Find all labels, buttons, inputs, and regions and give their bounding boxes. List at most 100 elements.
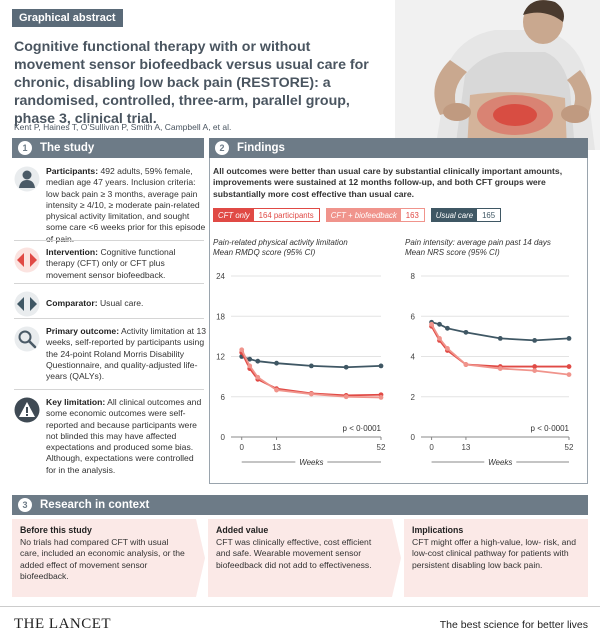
data-point xyxy=(437,335,442,341)
chart1-subtitle: Mean RMDQ score (95% CI) xyxy=(213,248,316,257)
before-this-study-box: Before this study No trials had compared… xyxy=(12,519,196,597)
x-tick-label: 52 xyxy=(565,443,574,452)
data-point xyxy=(429,321,434,327)
p-value-annotation: p < 0·0001 xyxy=(343,424,382,433)
study-section-header: 1 The study xyxy=(12,138,204,158)
series-line xyxy=(240,352,382,397)
legend-cft-only: CFT only 164 participants xyxy=(213,208,320,222)
outcome-text: Activity limitation at 13 weeks, self-re… xyxy=(46,326,207,382)
y-tick-label: 0 xyxy=(221,433,226,442)
data-point xyxy=(463,329,469,335)
y-tick-label: 0 xyxy=(411,433,416,442)
data-point xyxy=(343,364,349,370)
x-axis-label: Weeks xyxy=(488,458,512,467)
legend-name: CFT + biofeedback xyxy=(326,209,401,221)
chevron-arrow xyxy=(392,519,401,597)
footer-divider xyxy=(0,606,600,607)
divider xyxy=(14,240,204,241)
magnifier-icon xyxy=(14,326,40,352)
y-tick-label: 8 xyxy=(411,272,416,281)
y-tick-label: 18 xyxy=(216,312,225,321)
x-tick-label: 13 xyxy=(272,443,281,452)
chart2-subtitle: Mean NRS score (95% CI) xyxy=(405,248,500,257)
participants-text: 492 adults, 59% female, median age 47 ye… xyxy=(46,166,206,244)
findings-section-header: 2 Findings xyxy=(209,138,588,158)
warning-icon xyxy=(14,397,40,423)
y-tick-label: 4 xyxy=(411,353,416,362)
rmdq-chart: 0 6 12 18 24 0 13 52 Weeks p < 0·0001 xyxy=(216,272,386,467)
legend-usual-care: Usual care 165 xyxy=(430,208,502,222)
footer-tagline: The best science for better lives xyxy=(439,619,588,631)
section-number: 3 xyxy=(18,498,32,512)
y-tick-label: 6 xyxy=(221,393,226,402)
data-point xyxy=(378,395,384,400)
section-heading: The study xyxy=(40,142,95,154)
data-point xyxy=(566,372,572,378)
data-point xyxy=(255,374,261,380)
legend-name: Usual care xyxy=(431,209,478,221)
p-value-annotation: p < 0·0001 xyxy=(531,424,570,433)
data-point xyxy=(463,362,469,367)
data-point xyxy=(343,394,349,400)
legend-name: CFT only xyxy=(214,209,254,221)
graphical-abstract-tag: Graphical abstract xyxy=(12,9,123,27)
data-point xyxy=(274,387,279,393)
divider xyxy=(14,283,204,284)
findings-summary: All outcomes were better than usual care… xyxy=(213,166,563,199)
section-heading: Findings xyxy=(237,142,285,154)
added-title: Added value xyxy=(216,525,269,535)
y-tick-label: 24 xyxy=(216,272,225,281)
before-text: No trials had compared CFT with usual ca… xyxy=(20,537,185,581)
data-point xyxy=(378,363,384,369)
data-point xyxy=(532,338,538,343)
participants-item: Participants: 492 adults, 59% female, me… xyxy=(14,166,206,246)
comparator-text: Usual care. xyxy=(99,298,144,308)
chart2-title: Pain intensity: average pain past 14 day… xyxy=(405,238,551,247)
outcome-label: Primary outcome: xyxy=(46,326,120,336)
comparator-label: Comparator: xyxy=(46,298,98,308)
impl-title: Implications xyxy=(412,525,464,535)
data-point xyxy=(532,368,538,373)
participants-label: Participants: xyxy=(46,166,99,176)
y-tick-label: 6 xyxy=(411,312,416,321)
intervention-text: Cognitive functional therapy (CFT) only … xyxy=(46,247,176,280)
divider xyxy=(14,318,204,319)
before-title: Before this study xyxy=(20,525,92,535)
double-arrow-icon xyxy=(14,247,40,273)
implications-box: Implications CFT might offer a high-valu… xyxy=(404,519,588,597)
paper-title: Cognitive functional therapy with or wit… xyxy=(14,39,369,127)
added-text: CFT was clinically effective, cost effic… xyxy=(216,537,372,570)
comparator-arrows-icon xyxy=(14,291,40,317)
data-point xyxy=(247,356,253,362)
chevron-arrow xyxy=(196,519,205,597)
data-point xyxy=(274,360,279,366)
x-tick-label: 0 xyxy=(429,443,434,452)
added-value-box: Added value CFT was clinically effective… xyxy=(208,519,392,597)
y-tick-label: 2 xyxy=(411,393,416,402)
data-point xyxy=(532,364,538,369)
intervention-label: Intervention: xyxy=(46,247,99,257)
legend-count: 164 participants xyxy=(253,209,319,221)
data-point xyxy=(445,325,450,331)
legend-count: 165 xyxy=(477,209,501,221)
chart1-title: Pain-related physical activity limitatio… xyxy=(213,238,348,247)
lancet-logo: THE LANCET xyxy=(14,616,112,632)
section-heading: Research in context xyxy=(40,499,150,511)
x-axis-label: Weeks xyxy=(299,458,323,467)
x-tick-label: 52 xyxy=(377,443,386,452)
y-tick-label: 12 xyxy=(216,353,225,362)
x-tick-label: 0 xyxy=(239,443,244,452)
authors: Kent P, Haines T, O’Sullivan P, Smith A,… xyxy=(14,122,232,132)
chart2-titles: Pain intensity: average pain past 14 day… xyxy=(405,238,590,258)
data-point xyxy=(308,391,314,397)
divider xyxy=(14,389,204,390)
chart1-titles: Pain-related physical activity limitatio… xyxy=(213,238,403,258)
data-point xyxy=(255,358,261,364)
section-number: 2 xyxy=(215,141,229,155)
data-point xyxy=(445,346,450,351)
data-point xyxy=(566,364,572,369)
x-tick-label: 13 xyxy=(461,443,470,452)
findings-panel xyxy=(209,158,588,484)
back-pain-photo xyxy=(395,0,600,150)
section-number: 1 xyxy=(18,141,32,155)
